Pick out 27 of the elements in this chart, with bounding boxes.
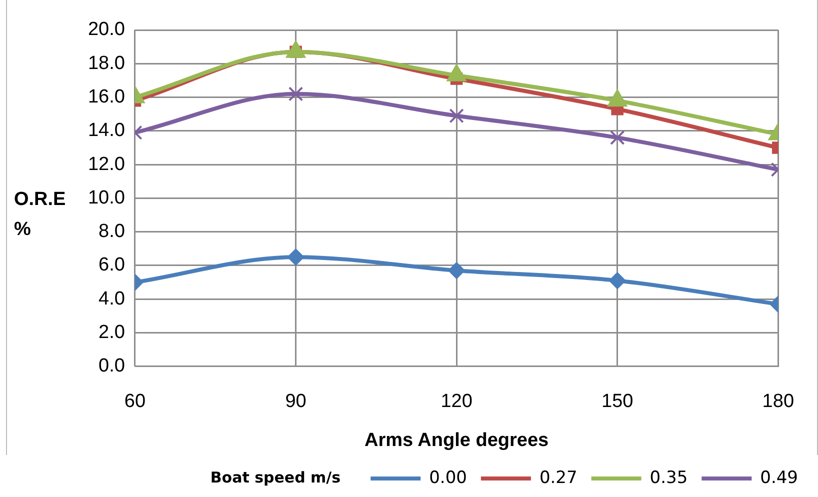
y-tick-label: 16.0 [88, 86, 125, 108]
point [608, 272, 626, 290]
point [449, 108, 464, 124]
y-tick-label: 4.0 [98, 288, 125, 310]
x-tick-label: 180 [762, 391, 794, 412]
legend-label: 0.27 [539, 468, 578, 488]
y-tick-label: 6.0 [98, 254, 125, 276]
point [448, 262, 466, 280]
x-tick-label: 120 [440, 391, 472, 412]
point [610, 130, 625, 146]
x-tick-label: 150 [602, 391, 634, 412]
y-tick-label: 14.0 [88, 120, 125, 142]
y-tick-label: 2.0 [98, 322, 125, 343]
y-tick-label: 8.0 [98, 221, 125, 242]
legend-title: Boat speed m/s [210, 468, 341, 486]
legend-label: 0.49 [760, 468, 798, 488]
y-tick-label: 0.0 [98, 356, 125, 377]
y-tick-label: 20.0 [88, 19, 125, 40]
legend-label: 0.00 [429, 468, 467, 488]
legend-label: 0.35 [650, 468, 688, 488]
x-axis-title: Arms Angle degrees [364, 430, 549, 451]
x-tick-label: 90 [285, 391, 306, 412]
y-tick-label: 10.0 [88, 187, 125, 208]
y-tick-label: 12.0 [88, 154, 125, 175]
y-axis-title: O.R.E % [14, 188, 66, 242]
y-tick-label: 18.0 [88, 52, 125, 74]
x-tick-label: 60 [124, 391, 146, 412]
